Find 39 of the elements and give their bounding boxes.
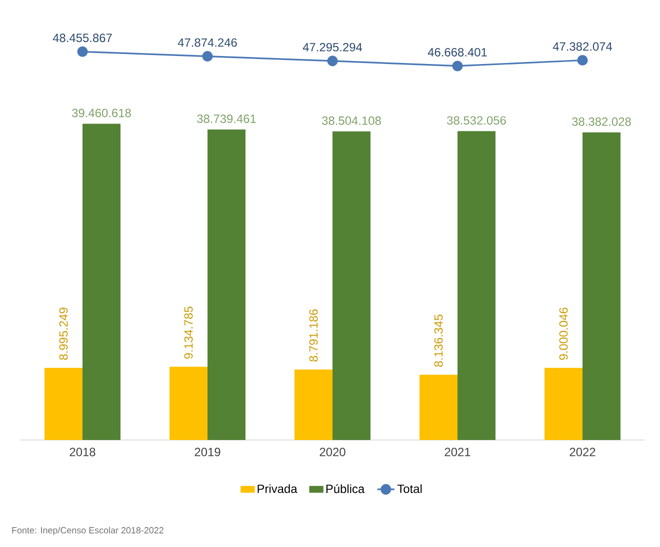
- bar: [332, 131, 371, 440]
- bar: [82, 124, 120, 440]
- data-label: 46.668.401: [428, 48, 487, 56]
- x-tick-label: 2022: [570, 448, 596, 456]
- bar: [582, 132, 621, 440]
- data-label: 38.382.028: [572, 117, 631, 126]
- x-tick-label: 2019: [194, 448, 220, 456]
- x-tick-label: 2020: [320, 448, 346, 456]
- point: [577, 54, 588, 66]
- bar: [420, 374, 458, 440]
- data-label: 8.136.345: [434, 314, 443, 367]
- bar: [294, 370, 333, 440]
- data-label: 39.460.618: [72, 108, 131, 118]
- data-label: 8.791.186: [309, 309, 318, 362]
- data-label: 47.382.074: [552, 42, 612, 51]
- data-label: 47.295.294: [302, 42, 362, 52]
- point: [327, 56, 338, 66]
- bar: [544, 368, 583, 440]
- data-label: 38.739.461: [197, 114, 256, 123]
- data-label: 38.504.108: [322, 116, 381, 125]
- bar: [44, 368, 82, 440]
- legend-label: Total: [397, 484, 422, 494]
- bar: [170, 366, 208, 440]
- source-note: Fonte: Inep/Censo Escolar 2018-2022: [12, 526, 164, 536]
- bar: [208, 130, 246, 440]
- legend-label: Pública: [326, 484, 365, 494]
- data-label: 9.134.785: [184, 306, 193, 359]
- data-label: 47.874.246: [178, 38, 237, 47]
- bar: [458, 131, 496, 440]
- data-label: 9.000.046: [559, 308, 568, 360]
- point: [202, 51, 213, 62]
- x-tick-label: 2021: [444, 448, 470, 456]
- data-label: 38.532.056: [447, 116, 506, 125]
- data-label: 48.455.867: [52, 34, 112, 42]
- legend-label: Privada: [258, 484, 298, 494]
- point: [452, 60, 463, 72]
- x-tick-label: 2018: [70, 448, 96, 456]
- point: [77, 46, 88, 57]
- data-label: 8.995.249: [59, 308, 68, 360]
